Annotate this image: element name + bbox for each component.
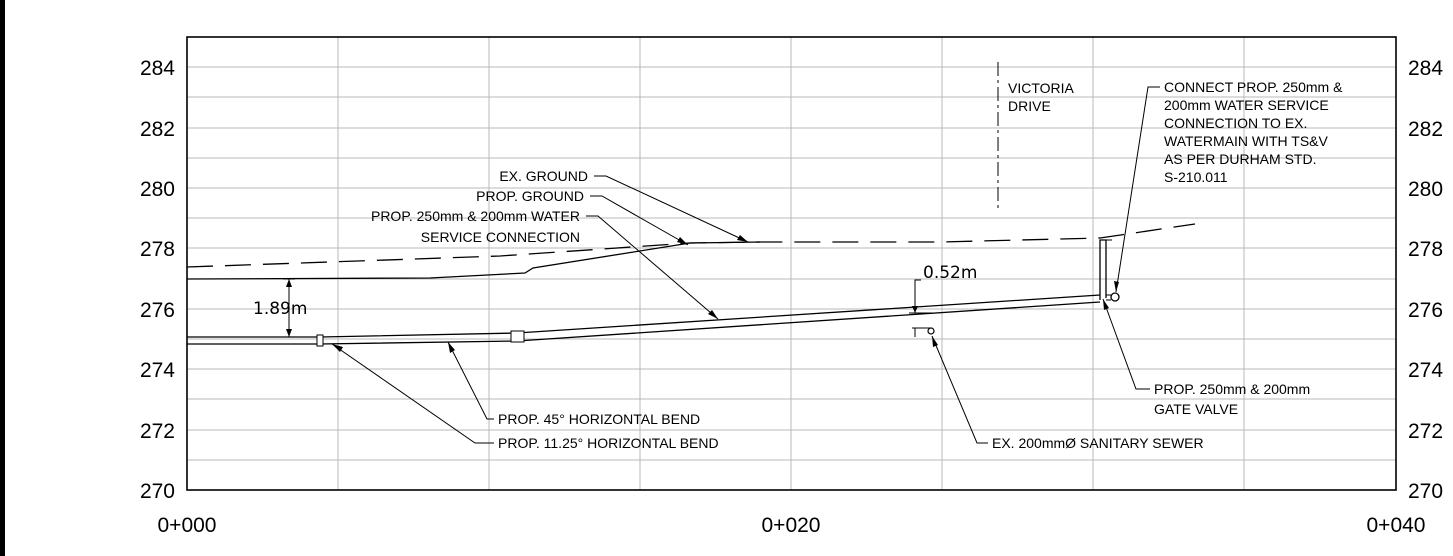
bend-45-label: PROP. 45° HORIZONTAL BEND xyxy=(498,411,700,427)
left-border xyxy=(0,0,5,556)
y-tick-label-right: 274 xyxy=(1408,359,1443,382)
y-axis-right: 284 282 280 278 276 274 272 270 xyxy=(1408,57,1443,503)
y-tick-label-right: 280 xyxy=(1408,178,1443,201)
grid xyxy=(187,37,1396,490)
dimension-0-52m: 0.52m xyxy=(909,263,977,314)
y-tick-label: 276 xyxy=(140,299,175,322)
ex-ground-callout: EX. GROUND xyxy=(499,168,749,243)
connect-note-line: 200mm WATER SERVICE xyxy=(1164,97,1329,113)
ex-ground-label: EX. GROUND xyxy=(499,168,588,184)
bend-1125-label: PROP. 11.25° HORIZONTAL BEND xyxy=(498,435,719,451)
water-service-pipe xyxy=(187,294,1101,347)
sewer-callout: EX. 200mmØ SANITARY SEWER xyxy=(931,335,1204,451)
victoria-drive-label: VICTORIA xyxy=(1008,80,1075,96)
connect-note-line: CONNECTION TO EX. xyxy=(1164,115,1307,131)
bend-45-callout: PROP. 45° HORIZONTAL BEND xyxy=(447,341,700,427)
connect-note: CONNECT PROP. 250mm & 200mm WATER SERVIC… xyxy=(1114,79,1343,293)
x-tick-label: 0+020 xyxy=(762,514,821,537)
y-tick-label: 272 xyxy=(140,420,175,443)
plot-frame xyxy=(186,36,1397,491)
y-tick-label-right: 284 xyxy=(1408,57,1443,80)
victoria-drive-label: DRIVE xyxy=(1008,98,1051,114)
connect-note-line: WATERMAIN WITH TS&V xyxy=(1164,133,1329,149)
x-axis: 0+000 0+020 0+040 xyxy=(158,514,1426,537)
prop-ground-callout: PROP. GROUND xyxy=(476,188,689,246)
y-tick-label-right: 282 xyxy=(1408,118,1443,141)
x-tick-label: 0+000 xyxy=(158,514,217,537)
y-tick-label-right: 278 xyxy=(1408,238,1443,261)
y-axis-left: 284 282 280 278 276 274 272 270 xyxy=(140,57,175,503)
bend-1125-callout: PROP. 11.25° HORIZONTAL BEND xyxy=(331,343,719,451)
x-tick-label: 0+040 xyxy=(1367,514,1426,537)
dimension-label: 0.52m xyxy=(923,263,977,283)
y-tick-label: 284 xyxy=(140,57,175,80)
water-service-label: SERVICE CONNECTION xyxy=(421,229,580,245)
sewer-label: EX. 200mmØ SANITARY SEWER xyxy=(992,435,1204,451)
gate-valve-label: PROP. 250mm & 200mm xyxy=(1154,381,1310,397)
dimension-1-89m: 1.89m xyxy=(253,278,307,337)
water-service-callout: PROP. 250mm & 200mm WATER SERVICE CONNEC… xyxy=(371,208,719,320)
connect-note-line: S-210.011 xyxy=(1164,169,1228,185)
y-tick-label: 274 xyxy=(140,359,175,382)
sanitary-sewer-symbol xyxy=(912,327,935,337)
prop-ground-label: PROP. GROUND xyxy=(476,188,584,204)
proposed-ground-line xyxy=(186,241,761,280)
y-tick-label: 280 xyxy=(140,178,175,201)
y-tick-label-right: 270 xyxy=(1408,480,1443,503)
y-tick-label-right: 276 xyxy=(1408,299,1443,322)
connect-note-line: AS PER DURHAM STD. xyxy=(1164,151,1316,167)
dimension-label: 1.89m xyxy=(253,299,307,319)
y-tick-label: 278 xyxy=(140,238,175,261)
connection-riser xyxy=(1099,239,1120,302)
water-service-label: PROP. 250mm & 200mm WATER xyxy=(371,208,580,224)
connect-note-line: CONNECT PROP. 250mm & xyxy=(1164,79,1343,95)
y-tick-label: 282 xyxy=(140,118,175,141)
y-tick-label: 270 xyxy=(140,480,175,503)
gate-valve-callout: PROP. 250mm & 200mm GATE VALVE xyxy=(1102,298,1310,417)
gate-valve-label: GATE VALVE xyxy=(1154,401,1238,417)
y-tick-label-right: 272 xyxy=(1408,420,1443,443)
